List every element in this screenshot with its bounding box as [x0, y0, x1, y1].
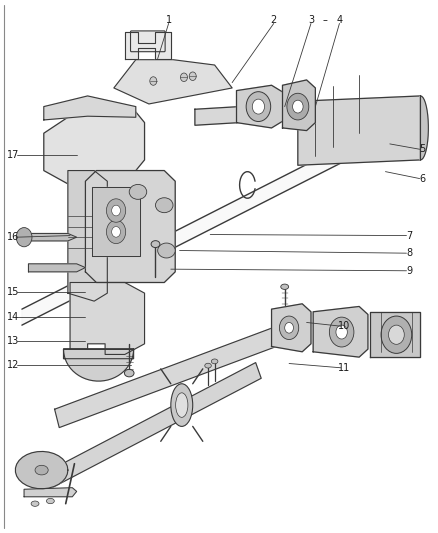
Circle shape	[336, 325, 347, 339]
Polygon shape	[68, 171, 107, 301]
Polygon shape	[237, 85, 285, 128]
Polygon shape	[28, 264, 85, 272]
Text: 14: 14	[7, 312, 19, 322]
Circle shape	[106, 199, 126, 222]
Circle shape	[329, 317, 354, 347]
Circle shape	[189, 72, 196, 80]
Polygon shape	[272, 304, 311, 352]
Text: 17: 17	[7, 150, 19, 159]
Text: –: –	[322, 15, 328, 25]
Circle shape	[16, 228, 32, 247]
Text: 10: 10	[338, 321, 350, 331]
Polygon shape	[420, 96, 428, 160]
Circle shape	[106, 220, 126, 244]
Ellipse shape	[171, 384, 193, 426]
Polygon shape	[44, 96, 136, 120]
Text: 13: 13	[7, 336, 19, 346]
Text: 7: 7	[406, 231, 413, 240]
Circle shape	[287, 93, 309, 120]
Circle shape	[112, 205, 120, 216]
Text: 6: 6	[420, 174, 426, 183]
Ellipse shape	[129, 184, 147, 199]
Polygon shape	[55, 316, 309, 427]
Text: 16: 16	[7, 232, 19, 242]
FancyBboxPatch shape	[131, 31, 165, 52]
Ellipse shape	[176, 393, 188, 417]
Ellipse shape	[155, 198, 173, 213]
Ellipse shape	[205, 364, 211, 368]
Polygon shape	[26, 233, 77, 241]
Ellipse shape	[151, 241, 160, 247]
Text: 8: 8	[406, 248, 413, 258]
Text: 1: 1	[166, 15, 172, 25]
Circle shape	[279, 316, 299, 340]
Circle shape	[293, 100, 303, 113]
Polygon shape	[70, 282, 145, 354]
Ellipse shape	[281, 284, 289, 289]
Polygon shape	[37, 362, 261, 493]
Polygon shape	[313, 306, 368, 357]
Polygon shape	[195, 101, 328, 125]
Polygon shape	[22, 107, 420, 325]
Polygon shape	[125, 32, 171, 59]
Text: 9: 9	[406, 266, 413, 276]
Ellipse shape	[46, 498, 54, 504]
Text: 15: 15	[7, 287, 19, 297]
Text: 12: 12	[7, 360, 19, 370]
Polygon shape	[283, 80, 315, 131]
Ellipse shape	[31, 501, 39, 506]
Text: 4: 4	[336, 15, 343, 25]
Ellipse shape	[124, 369, 134, 377]
Circle shape	[112, 227, 120, 237]
Polygon shape	[15, 451, 68, 489]
Circle shape	[389, 325, 404, 344]
Circle shape	[285, 322, 293, 333]
Text: 5: 5	[420, 144, 426, 154]
Circle shape	[180, 73, 187, 82]
Polygon shape	[64, 349, 134, 381]
Polygon shape	[24, 488, 77, 497]
Circle shape	[381, 316, 412, 353]
Polygon shape	[85, 171, 175, 282]
Ellipse shape	[158, 243, 175, 258]
Polygon shape	[114, 60, 232, 104]
Text: 11: 11	[338, 363, 350, 373]
Circle shape	[252, 99, 265, 114]
Polygon shape	[298, 96, 420, 165]
Polygon shape	[370, 312, 420, 357]
Circle shape	[150, 77, 157, 85]
Text: 2: 2	[271, 15, 277, 25]
Polygon shape	[44, 112, 145, 184]
Text: 3: 3	[308, 15, 314, 25]
Ellipse shape	[211, 359, 218, 364]
Ellipse shape	[35, 465, 48, 475]
Polygon shape	[92, 187, 140, 256]
Circle shape	[246, 92, 271, 122]
